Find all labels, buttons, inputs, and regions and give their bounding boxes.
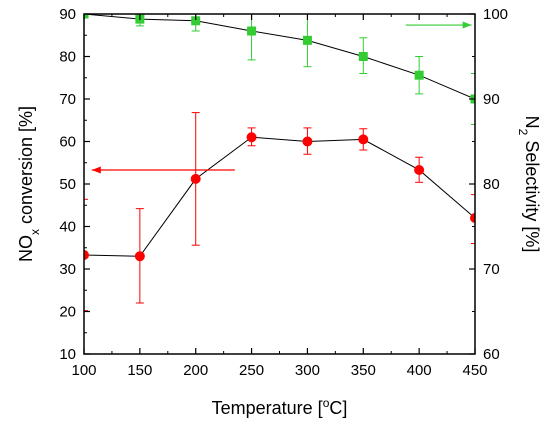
data-point	[190, 173, 201, 184]
x-tick-label: 400	[407, 362, 432, 379]
data-point	[84, 14, 89, 19]
y-right-tick-label: 70	[483, 261, 500, 278]
y-left-tick-label: 90	[59, 6, 76, 23]
axis-ticks: 100 150 200 250 300 350 400 450 10 20 30 40 50 60 70 80…	[59, 6, 508, 379]
series-line	[84, 136, 475, 257]
series-line	[84, 14, 475, 100]
data-point	[84, 249, 89, 260]
y-right-axis-title: N2 Selectivity [%]	[516, 116, 542, 253]
y-left-tick-label: 80	[59, 49, 76, 66]
y-left-tick-label: 20	[59, 304, 76, 321]
x-tick-label: 200	[183, 362, 208, 379]
y-right-axis-title-main: N	[522, 116, 542, 129]
arrow-head	[91, 166, 101, 174]
y-right-tick-label: 80	[483, 176, 500, 193]
x-axis-title: Temperature [oC]	[212, 396, 348, 418]
x-tick-label: 350	[351, 362, 376, 379]
plot-area	[84, 14, 475, 312]
data-point	[302, 136, 313, 147]
x-tick-label: 100	[71, 362, 96, 379]
y-left-tick-label: 30	[59, 261, 76, 278]
series-arrows	[91, 21, 472, 174]
arrow-head	[462, 21, 472, 29]
y-right-tick-label: 60	[483, 346, 500, 363]
arrow-right	[405, 21, 472, 29]
x-axis-title-tail: C]	[329, 398, 347, 418]
y-left-axis-title: NOx conversion [%]	[16, 106, 42, 262]
x-tick-label: 450	[462, 362, 487, 379]
data-point	[358, 134, 369, 145]
x-tick-label: 300	[295, 362, 320, 379]
y-right-axis-title-tail: Selectivity [%]	[522, 135, 542, 252]
x-axis-title-main: Temperature [	[212, 398, 323, 418]
data-point	[246, 132, 257, 143]
data-point	[414, 70, 424, 80]
data-point	[247, 26, 257, 36]
y-left-tick-label: 60	[59, 134, 76, 151]
x-tick-label: 250	[239, 362, 264, 379]
y-right-axis-title-sub: 2	[516, 129, 530, 136]
y-left-tick-label: 70	[59, 91, 76, 108]
y-right-tick-label: 100	[483, 6, 508, 23]
data-point	[470, 213, 475, 223]
y-left-tick-label: 40	[59, 219, 76, 236]
data-point	[414, 164, 425, 175]
y-left-axis-title-sub: x	[28, 229, 42, 235]
y-left-tick-label: 50	[59, 176, 76, 193]
y-left-tick-label: 10	[59, 346, 76, 363]
x-tick-label: 150	[127, 362, 152, 379]
y-left-axis-title-tail: conversion [%]	[16, 106, 36, 229]
y-left-axis-title-main: NO	[16, 235, 36, 262]
y-right-tick-label: 90	[483, 91, 500, 108]
data-point	[358, 52, 368, 61]
series-left	[84, 112, 475, 312]
x-axis-title-sup: o	[323, 396, 330, 410]
data-point	[302, 35, 312, 45]
data-point	[134, 251, 145, 262]
arrow-left	[91, 166, 235, 174]
series-right	[84, 14, 475, 125]
